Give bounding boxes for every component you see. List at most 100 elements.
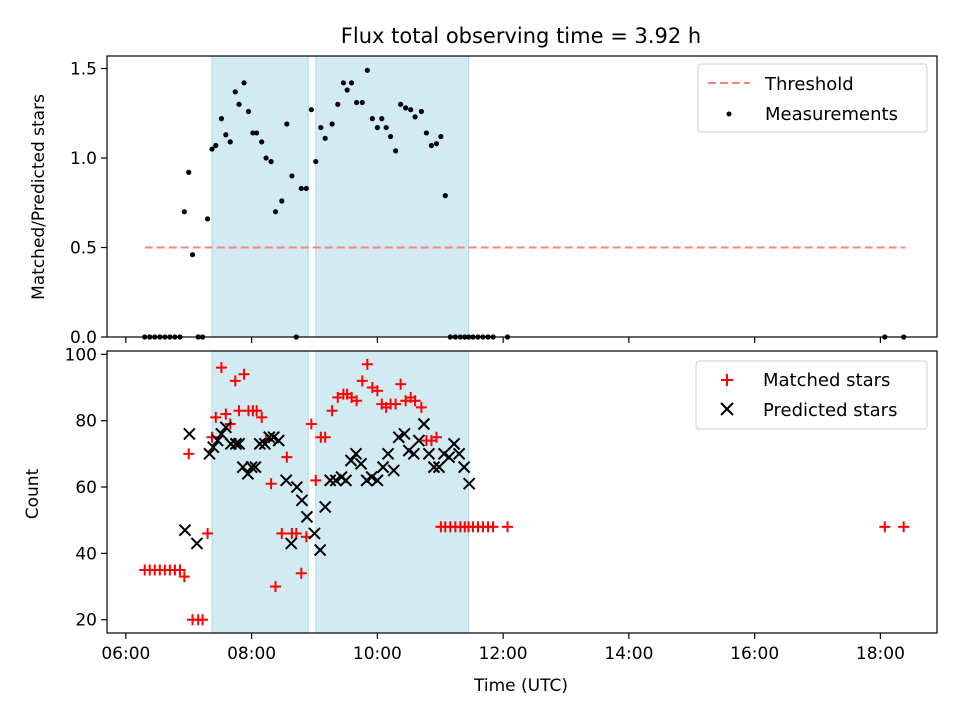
- observing-window-spans: [211, 55, 470, 338]
- predicted-star-marker: [279, 474, 293, 487]
- marker-stroke: [452, 447, 466, 461]
- ratio-panel-ylabel: Matched/Predicted stars: [29, 94, 49, 300]
- predicted-star-marker: [178, 523, 192, 537]
- marker-stroke: [285, 537, 298, 550]
- predicted-star-marker: [324, 474, 337, 487]
- measurement-point: [428, 142, 435, 149]
- matched-star-marker: [174, 564, 186, 576]
- predicted-star-marker: [376, 460, 390, 474]
- marker-stroke: [318, 500, 332, 514]
- matched-star-marker: [898, 521, 910, 533]
- marker-stroke: [387, 464, 400, 477]
- measurement-point: [279, 198, 285, 204]
- measurement-point: [340, 80, 347, 86]
- marker-stroke: [279, 474, 293, 487]
- predicted-star-marker: [387, 464, 400, 477]
- marker-stroke: [344, 454, 358, 467]
- measurement-point: [298, 185, 304, 192]
- matched-star-marker: [251, 405, 263, 417]
- y-tick-label: 80: [75, 412, 97, 432]
- legend-predicted-label: Predicted stars: [763, 400, 897, 421]
- matched-star-marker: [326, 405, 338, 417]
- measurement-point: [227, 139, 233, 145]
- matched-star-marker: [281, 451, 293, 463]
- marker-stroke: [258, 437, 272, 451]
- y-tick-label: 100: [65, 345, 97, 365]
- predicted-star-marker: [285, 537, 298, 550]
- predicted-star-marker: [432, 460, 446, 474]
- legend-box: [695, 360, 928, 430]
- ratio-panel: 0.0 0.5 1.0 1.5 Matched/Predicted stars Thr…: [29, 55, 938, 348]
- observing-span-1: [211, 55, 309, 338]
- marker-stroke: [300, 510, 314, 524]
- predicted-star-marker: [427, 460, 441, 474]
- matched-star-marker: [390, 398, 402, 410]
- predicted-star-marker: [258, 437, 272, 451]
- measurement-point: [433, 141, 440, 147]
- marker-stroke: [245, 460, 258, 474]
- predicted-star-marker: [365, 470, 378, 484]
- measurement-point: [284, 121, 290, 127]
- measurement-point: [213, 142, 219, 149]
- predicted-star-marker: [398, 427, 411, 441]
- matched-star-marker: [178, 571, 190, 583]
- matched-star-marker: [276, 527, 288, 539]
- matched-star-marker: [310, 474, 322, 486]
- measurement-point: [412, 114, 418, 120]
- measurement-point: [254, 130, 260, 136]
- measurement-point: [335, 101, 341, 107]
- matched-star-marker: [332, 391, 344, 403]
- marker-stroke: [203, 447, 216, 461]
- measurement-point: [423, 130, 430, 136]
- predicted-star-marker: [300, 510, 314, 524]
- matched-star-marker: [502, 521, 514, 533]
- predicted-star-marker: [190, 537, 204, 550]
- predicted-star-marker: [371, 474, 384, 487]
- matched-star-marker: [395, 378, 407, 390]
- measurement-point: [442, 193, 448, 199]
- marker-stroke: [339, 474, 353, 487]
- measurement-point: [245, 108, 252, 115]
- measurement-point: [418, 108, 424, 115]
- marker-stroke: [398, 427, 411, 441]
- matched-star-marker: [371, 385, 383, 397]
- marker-stroke: [263, 431, 276, 444]
- y-tick-label: 0.0: [70, 328, 97, 348]
- marker-stroke: [267, 431, 280, 444]
- marker-stroke: [215, 427, 228, 441]
- marker-stroke: [432, 460, 446, 474]
- predicted-star-marker: [229, 437, 243, 451]
- x-tick-label: 18:00: [856, 644, 905, 664]
- matched-star-marker: [430, 431, 442, 443]
- matched-star-marker: [305, 418, 317, 430]
- predicted-star-marker: [272, 434, 285, 447]
- matched-star-marker: [356, 375, 368, 387]
- legend-predicted-swatch: [720, 402, 734, 416]
- measurement-point: [374, 124, 380, 131]
- predicted-star-marker: [249, 460, 262, 474]
- measurement-point: [263, 155, 269, 161]
- count-points: [139, 358, 910, 626]
- marker-stroke: [232, 437, 246, 451]
- predicted-star-marker: [219, 421, 233, 434]
- matched-star-marker: [415, 401, 427, 413]
- matched-star-marker: [238, 368, 250, 380]
- predicted-star-marker: [422, 447, 436, 461]
- marker-stroke: [376, 460, 390, 474]
- predicted-star-marker: [381, 447, 395, 461]
- predicted-star-marker: [295, 494, 309, 507]
- marker-stroke: [329, 474, 343, 487]
- matched-star-marker: [197, 614, 209, 626]
- measurement-point: [379, 116, 385, 122]
- marker-stroke: [219, 421, 233, 434]
- marker-stroke: [178, 523, 192, 537]
- marker-stroke: [253, 437, 267, 451]
- legend-box: [697, 63, 928, 133]
- marker-stroke: [183, 427, 196, 441]
- marker-stroke: [354, 457, 368, 471]
- measurement-point: [236, 101, 242, 107]
- predicted-star-marker: [457, 460, 471, 474]
- y-tick-label: 60: [75, 478, 97, 498]
- marker-stroke: [308, 527, 321, 540]
